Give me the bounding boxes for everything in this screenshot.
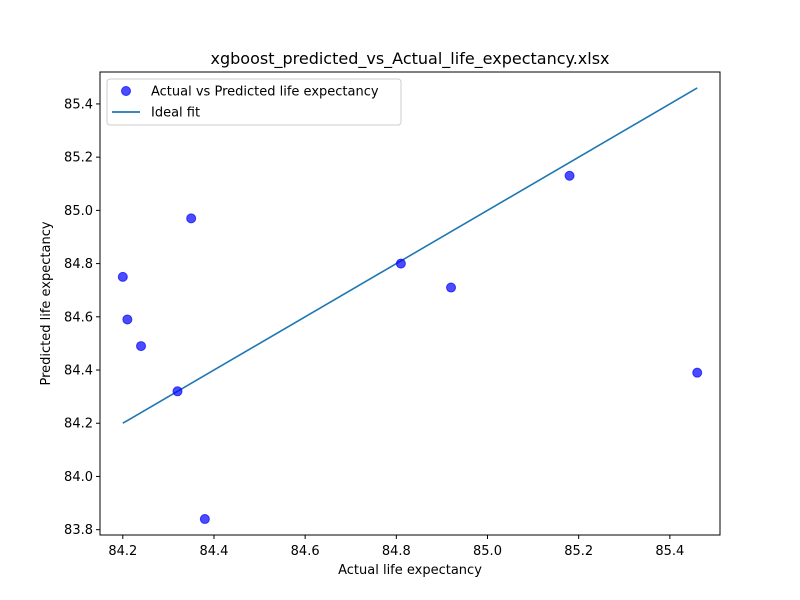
legend-label-ideal-fit: Ideal fit <box>151 106 200 121</box>
scatter-point <box>564 170 575 181</box>
y-tick-label: 85.0 <box>64 204 93 219</box>
x-axis-label: Actual life expectancy <box>338 563 482 578</box>
y-tick-label: 85.2 <box>64 151 93 166</box>
y-tick-label: 84.2 <box>64 417 93 432</box>
y-axis-label: Predicted life expectancy <box>39 221 54 385</box>
scatter-point <box>692 367 703 378</box>
x-axis: 84.2 84.4 84.6 84.8 85.0 85.2 85.4 <box>108 535 684 559</box>
scatter-point <box>136 341 147 352</box>
scatter-point <box>446 282 457 293</box>
y-tick-label: 84.4 <box>64 364 93 379</box>
chart-title: xgboost_predicted_vs_Actual_life_expecta… <box>211 49 610 69</box>
x-tick-label: 84.6 <box>291 544 320 559</box>
legend: Actual vs Predicted life expectancy Idea… <box>106 78 402 126</box>
y-tick-label: 83.8 <box>64 523 93 538</box>
scatter-point <box>172 386 183 397</box>
y-tick-label: 85.4 <box>64 97 93 112</box>
x-tick-label: 85.0 <box>473 544 502 559</box>
x-tick-label: 84.8 <box>382 544 411 559</box>
x-tick-label: 84.2 <box>108 544 137 559</box>
ideal-fit-line <box>122 87 698 424</box>
legend-marker-scatter <box>121 86 131 96</box>
x-tick-label: 85.4 <box>655 544 684 559</box>
scatter-point <box>199 514 210 525</box>
legend-box <box>106 78 402 126</box>
scatter-point <box>117 271 128 282</box>
x-tick-label: 84.4 <box>199 544 228 559</box>
scatter-point <box>395 258 406 269</box>
x-tick-label: 85.2 <box>564 544 593 559</box>
scatter-point <box>122 314 133 325</box>
y-tick-label: 84.6 <box>64 310 93 325</box>
y-tick-label: 84.0 <box>64 470 93 485</box>
scatter-point <box>186 213 197 224</box>
y-tick-label: 84.8 <box>64 257 93 272</box>
axes-frame <box>99 71 721 536</box>
y-axis: 83.8 84.0 84.2 84.4 84.6 84.8 85.0 85.2 85.4 <box>64 97 100 538</box>
legend-label-scatter: Actual vs Predicted life expectancy <box>151 85 379 100</box>
plot-area <box>117 87 703 525</box>
